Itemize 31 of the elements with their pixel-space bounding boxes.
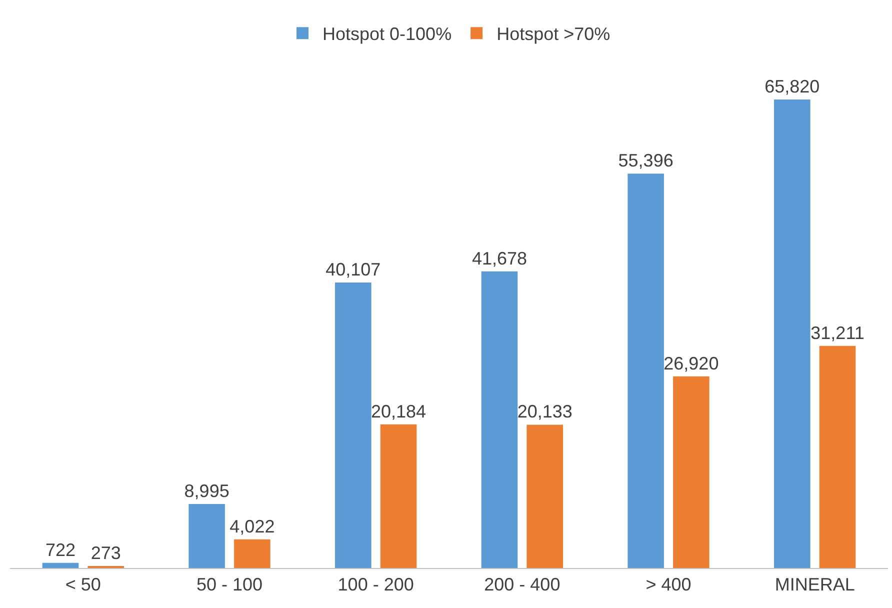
bar: [335, 282, 372, 568]
x-tick-label: 100 - 200: [338, 574, 414, 595]
bar: [481, 271, 518, 568]
x-tick-label: < 50: [65, 574, 101, 595]
data-label: 31,211: [810, 322, 864, 343]
bar: [526, 424, 563, 568]
bar: [774, 99, 810, 568]
bar: [380, 424, 417, 568]
bar: [628, 174, 664, 568]
x-tick-label: > 400: [646, 574, 692, 595]
x-tick-label: MINERAL: [774, 574, 855, 595]
bar: [234, 539, 270, 568]
data-label: 20,133: [517, 402, 572, 422]
x-tick-label: 200 - 400: [484, 574, 560, 595]
legend-label: Hotspot >70%: [496, 24, 610, 44]
legend-label: Hotspot 0-100%: [322, 24, 452, 44]
data-label: 41,678: [472, 248, 528, 268]
bar: [188, 504, 225, 568]
data-label: 8,995: [184, 480, 230, 501]
data-label: 722: [45, 540, 76, 560]
bar: [42, 562, 79, 568]
data-label: 40,107: [326, 260, 381, 280]
bar: [673, 376, 710, 568]
x-tick-label: 50 - 100: [196, 574, 263, 595]
bar: [819, 346, 856, 568]
data-label: 65,820: [764, 76, 820, 96]
data-label: 4,022: [230, 516, 275, 536]
data-label: 20,184: [370, 401, 426, 422]
data-label: 55,396: [618, 150, 674, 171]
data-label: 273: [90, 543, 121, 563]
data-label: 26,920: [664, 353, 719, 374]
